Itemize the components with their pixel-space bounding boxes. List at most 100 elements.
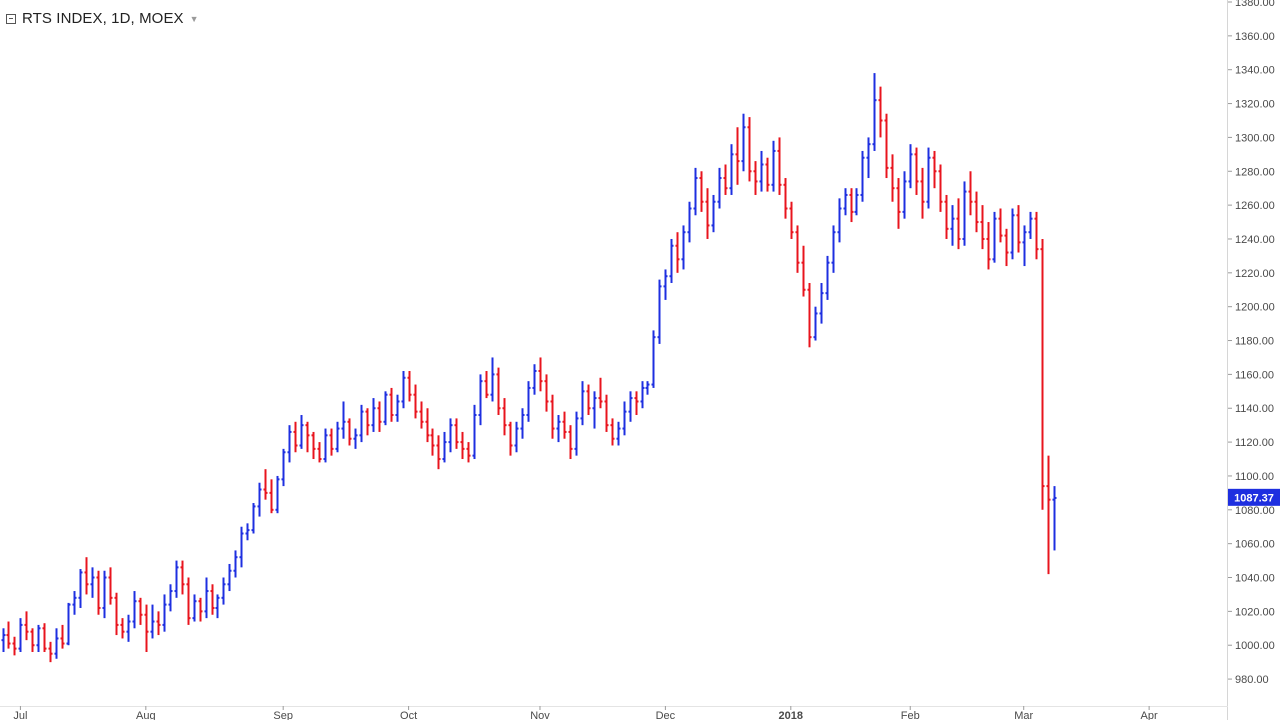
price-bar <box>1046 455 1051 575</box>
time-axis[interactable]: Jul Aug Sep Oct Nov Dec 2018 Feb Mar Apr <box>13 706 1158 722</box>
price-bar <box>102 570 107 619</box>
price-tick-label: 1160.00 <box>1235 369 1274 381</box>
price-bars <box>1 73 1057 663</box>
price-bar <box>144 604 149 652</box>
legend-menu-icon[interactable]: ▼ <box>189 13 199 24</box>
price-bar <box>454 418 459 449</box>
price-bar <box>48 641 53 663</box>
price-bar <box>753 161 758 195</box>
price-bar <box>711 194 716 233</box>
price-bar <box>526 381 531 422</box>
price-bar <box>634 391 639 416</box>
price-bar <box>1010 208 1015 260</box>
price-tick-label: 1060.00 <box>1235 539 1275 551</box>
price-bar <box>610 418 615 446</box>
last-price-badge <box>1228 488 1280 506</box>
price-bar <box>78 569 83 608</box>
price-bar <box>72 591 77 615</box>
price-bar <box>389 387 394 422</box>
price-bar <box>592 391 597 429</box>
price-tick-label: 1260.00 <box>1235 200 1275 212</box>
price-bar <box>341 401 346 439</box>
price-bar <box>162 594 167 632</box>
price-tick-label: 1140.00 <box>1235 403 1274 415</box>
price-bar <box>419 401 424 429</box>
price-bar <box>956 198 961 250</box>
price-bar <box>257 482 262 517</box>
price-bar <box>544 374 549 412</box>
price-bar <box>657 279 662 344</box>
price-bar <box>1016 205 1021 253</box>
price-bar <box>622 401 627 436</box>
price-bar <box>801 245 806 297</box>
price-bar <box>777 137 782 195</box>
price-bar <box>401 371 406 409</box>
price-bar <box>974 191 979 233</box>
price-bar <box>186 577 191 625</box>
price-bar <box>705 188 710 239</box>
price-bar <box>132 591 137 629</box>
price-bar <box>843 188 848 216</box>
price-bar <box>669 238 674 283</box>
time-tick-label: Nov <box>530 710 550 720</box>
price-tick-label: 1280.00 <box>1235 166 1275 178</box>
price-bar <box>484 371 489 399</box>
price-bar <box>884 113 889 179</box>
price-bar <box>902 171 907 219</box>
price-bar <box>896 178 901 229</box>
price-bar <box>263 469 268 500</box>
price-bar <box>968 171 973 216</box>
price-bar <box>878 86 883 138</box>
collapse-legend-icon[interactable] <box>6 13 16 24</box>
price-bar <box>466 442 471 463</box>
price-bar <box>819 282 824 324</box>
price-bar <box>192 594 197 622</box>
price-bar <box>1028 211 1033 239</box>
price-bar <box>514 421 519 453</box>
price-bar <box>944 194 949 239</box>
price-bar <box>251 503 256 534</box>
price-axis[interactable]: 980.00 1000.00 1020.00 1040.00 1060.00 1080.0… <box>1228 0 1275 686</box>
price-bar <box>640 381 645 409</box>
price-bar <box>789 201 794 239</box>
price-bar <box>90 567 95 598</box>
price-bar <box>281 448 286 487</box>
price-bar <box>36 624 41 652</box>
price-tick-label: 1300.00 <box>1235 132 1275 144</box>
price-bar <box>962 181 967 246</box>
price-bar <box>562 411 567 439</box>
price-tick-label: 1320.00 <box>1235 99 1275 111</box>
price-bar <box>741 113 746 172</box>
price-bar <box>114 592 119 636</box>
price-bar <box>311 431 316 460</box>
price-bar <box>221 577 226 605</box>
price-bar <box>215 594 220 619</box>
symbol-legend: RTS INDEX, 1D, MOEX ▼ <box>4 9 201 28</box>
price-bar <box>198 597 203 622</box>
price-bar <box>693 167 698 216</box>
price-bar <box>502 398 507 436</box>
price-bar <box>1034 211 1039 260</box>
price-bar <box>717 167 722 209</box>
price-bar <box>807 282 812 348</box>
price-bar <box>66 602 71 646</box>
time-tick-label: Mar <box>1014 710 1033 720</box>
time-tick-label: Dec <box>656 710 676 720</box>
price-bar <box>436 435 441 470</box>
price-bar <box>860 150 865 202</box>
price-bar <box>150 604 155 639</box>
price-bar <box>365 408 370 436</box>
price-bar <box>269 479 274 514</box>
time-tick-label: Aug <box>136 710 156 720</box>
price-tick-label: 1100.00 <box>1235 471 1274 483</box>
price-tick-label: 980.00 <box>1235 674 1269 686</box>
price-bar <box>556 415 561 443</box>
price-bar <box>538 357 543 392</box>
price-bar <box>239 526 244 568</box>
price-bar <box>795 225 800 273</box>
price-bar <box>490 357 495 402</box>
symbol-title[interactable]: RTS INDEX, 1D, MOEX <box>22 10 184 27</box>
price-tick-label: 1380.00 <box>1235 0 1275 9</box>
